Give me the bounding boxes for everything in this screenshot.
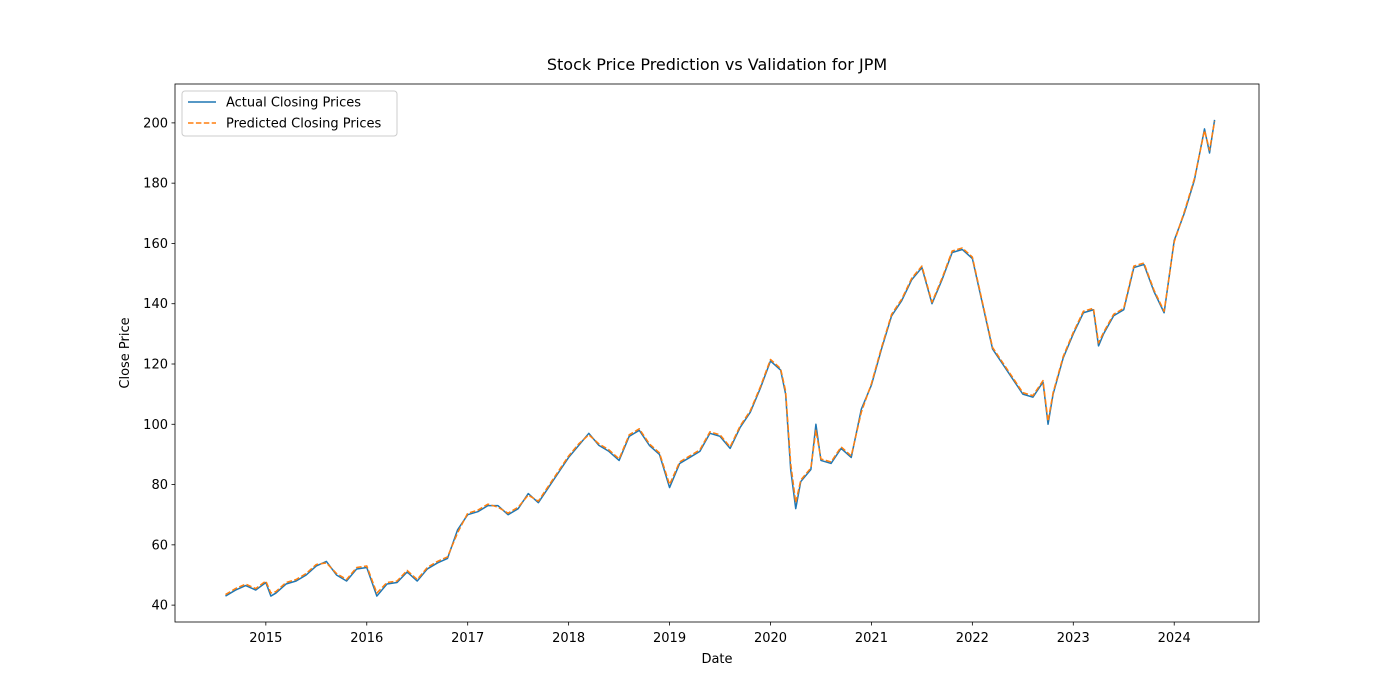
line-series xyxy=(225,119,1216,597)
y-tick-label: 80 xyxy=(151,478,168,493)
x-tick-label: 2015 xyxy=(249,631,282,646)
y-tick-label: 160 xyxy=(143,237,168,252)
y-tick-label: 60 xyxy=(151,538,168,553)
plot-frame xyxy=(174,83,1260,623)
chart-title: Stock Price Prediction vs Validation for… xyxy=(547,55,887,74)
legend-box xyxy=(181,90,398,137)
x-axis-label: Date xyxy=(701,652,732,667)
y-tick-label: 100 xyxy=(143,418,168,433)
y-axis-label: Close Price xyxy=(118,317,133,388)
line-series xyxy=(225,121,1216,596)
x-tick-label: 2024 xyxy=(1158,631,1191,646)
y-tick-label: 180 xyxy=(143,177,168,192)
y-tick-label: 120 xyxy=(143,358,168,373)
x-tick-label: 2017 xyxy=(451,631,484,646)
x-tick-label: 2023 xyxy=(1057,631,1090,646)
legend-label: Actual Closing Prices xyxy=(226,96,361,111)
x-tick-label: 2021 xyxy=(855,631,888,646)
x-tick-label: 2019 xyxy=(653,631,686,646)
y-tick-label: 200 xyxy=(143,116,168,131)
legend-label: Predicted Closing Prices xyxy=(226,117,382,132)
x-tick-label: 2022 xyxy=(956,631,989,646)
y-tick-label: 40 xyxy=(151,599,168,614)
y-tick-label: 140 xyxy=(143,297,168,312)
x-tick-label: 2016 xyxy=(350,631,383,646)
x-tick-label: 2018 xyxy=(552,631,585,646)
x-tick-label: 2020 xyxy=(754,631,787,646)
